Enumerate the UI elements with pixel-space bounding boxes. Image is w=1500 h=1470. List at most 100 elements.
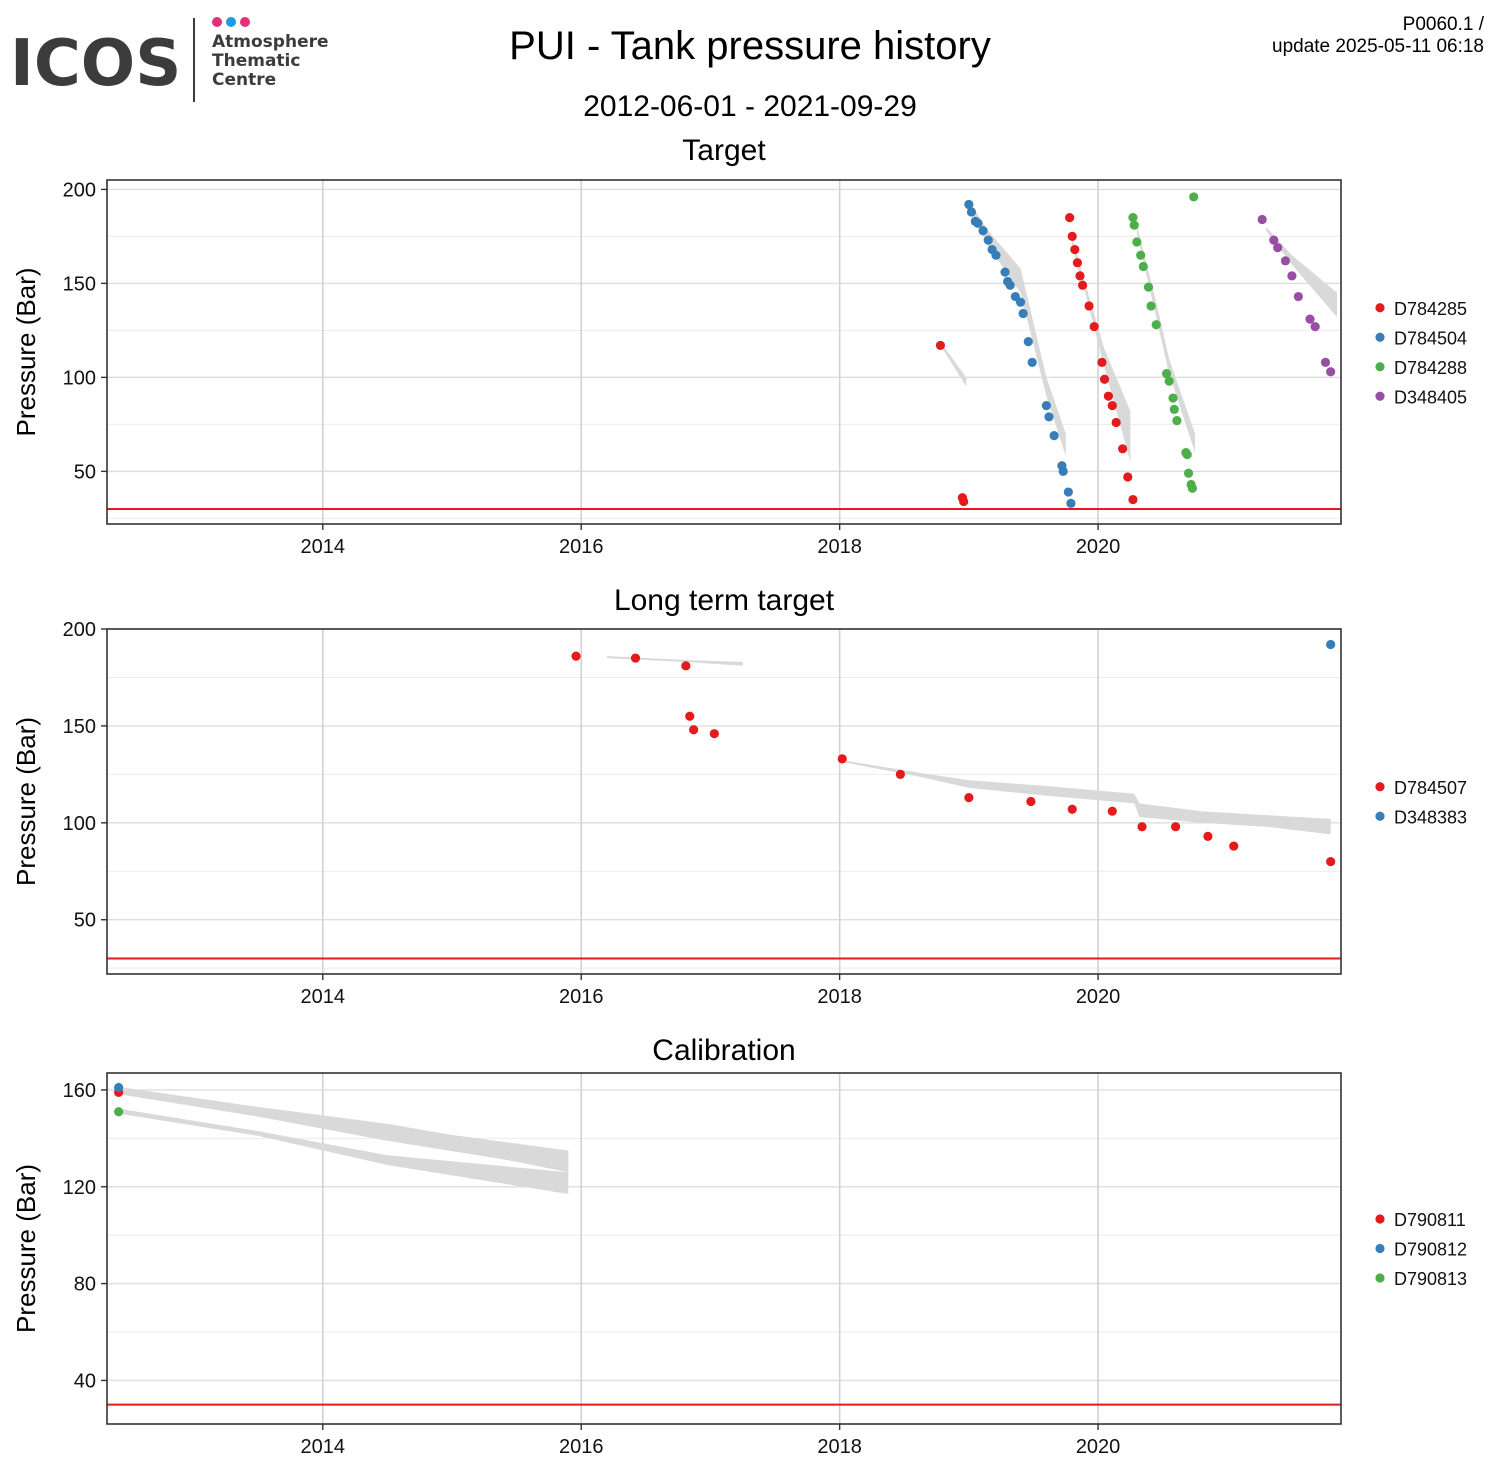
y-axis-label: Pressure (Bar) bbox=[11, 717, 41, 886]
y-tick-label: 120 bbox=[63, 1177, 96, 1199]
x-tick-label: 2016 bbox=[559, 1436, 604, 1458]
chart-title: Long term target bbox=[614, 584, 835, 617]
data-point bbox=[1280, 256, 1291, 266]
plot-frame bbox=[106, 1072, 1342, 1425]
y-tick-label: 100 bbox=[63, 813, 96, 835]
legend-label: D790812 bbox=[1394, 1240, 1467, 1260]
data-point bbox=[1183, 468, 1194, 478]
data-point bbox=[1310, 322, 1320, 332]
data-point bbox=[1063, 487, 1073, 497]
legend-label: D784285 bbox=[1394, 299, 1467, 319]
data-point bbox=[1326, 856, 1336, 867]
y-axis-label: Pressure (Bar) bbox=[11, 1164, 41, 1333]
data-point bbox=[709, 729, 719, 739]
x-tick-label: 2018 bbox=[817, 986, 862, 1008]
data-point bbox=[1067, 804, 1077, 814]
y-tick-label: 40 bbox=[74, 1370, 96, 1392]
data-point bbox=[1164, 376, 1174, 386]
y-tick-label: 160 bbox=[63, 1080, 96, 1102]
data-point bbox=[1287, 271, 1297, 281]
y-tick-label: 200 bbox=[63, 179, 96, 201]
pressure-range-band bbox=[1072, 236, 1131, 462]
data-point bbox=[571, 651, 581, 661]
data-point bbox=[1041, 400, 1051, 411]
data-point bbox=[114, 1082, 124, 1093]
data-point bbox=[1075, 271, 1085, 281]
data-point bbox=[991, 250, 1001, 260]
data-point bbox=[1089, 322, 1099, 332]
data-point bbox=[1326, 639, 1336, 650]
data-point bbox=[1005, 280, 1015, 290]
x-tick-label: 2016 bbox=[559, 536, 604, 558]
data-point bbox=[935, 340, 946, 351]
legend-key bbox=[1375, 811, 1385, 821]
data-point bbox=[1084, 301, 1094, 311]
data-point bbox=[964, 199, 974, 210]
logo-line-2: Thematic bbox=[212, 51, 300, 71]
data-point bbox=[1169, 404, 1179, 414]
logo-line-3: Centre bbox=[212, 70, 276, 90]
pressure-range-band bbox=[943, 345, 967, 387]
x-tick-label: 2014 bbox=[301, 536, 346, 558]
legend-label: D348405 bbox=[1394, 387, 1467, 407]
pressure-range-band bbox=[846, 760, 1331, 835]
data-point bbox=[973, 218, 983, 228]
update-timestamp: update 2025-05-11 06:18 bbox=[1272, 36, 1484, 57]
chart-panel-3: Calibration 40 80 120 160 2014 2016 2018 2020 Pre… bbox=[11, 1034, 1467, 1458]
data-point bbox=[1128, 212, 1138, 223]
data-point bbox=[1293, 291, 1303, 302]
data-point bbox=[1269, 235, 1279, 245]
legend-key bbox=[1375, 1243, 1385, 1254]
data-point bbox=[1129, 220, 1139, 230]
data-point bbox=[1320, 357, 1331, 367]
y-tick-label: 80 bbox=[74, 1274, 96, 1296]
data-point bbox=[1065, 212, 1075, 223]
legend-key bbox=[1375, 332, 1385, 342]
y-tick-label: 200 bbox=[63, 619, 96, 641]
data-point bbox=[1182, 449, 1192, 460]
data-point bbox=[895, 769, 905, 779]
data-point bbox=[1172, 416, 1182, 426]
data-point bbox=[1137, 822, 1147, 832]
data-point bbox=[1118, 444, 1128, 454]
data-point bbox=[1326, 367, 1336, 377]
data-point bbox=[1111, 417, 1121, 428]
data-point bbox=[114, 1107, 124, 1117]
legend-label: D790811 bbox=[1394, 1210, 1466, 1230]
date-range: 2012-06-01 - 2021-09-29 bbox=[583, 90, 917, 123]
pressure-range-band bbox=[122, 1087, 569, 1173]
data-point bbox=[1123, 472, 1133, 482]
data-point bbox=[1171, 822, 1181, 832]
data-point bbox=[1143, 282, 1154, 292]
data-point bbox=[1023, 337, 1033, 347]
data-point bbox=[1058, 466, 1068, 476]
x-tick-label: 2014 bbox=[301, 1436, 346, 1458]
data-point bbox=[1136, 250, 1146, 260]
data-point bbox=[1229, 841, 1239, 851]
chart-panel-2: Long term target 50 100 150 200 2014 2016 2018 2… bbox=[11, 584, 1467, 1008]
legend-key bbox=[1375, 362, 1385, 372]
y-tick-label: 150 bbox=[63, 716, 96, 738]
legend-label: D784507 bbox=[1394, 778, 1467, 798]
legend-key bbox=[1375, 782, 1385, 792]
legend-label: D784288 bbox=[1394, 358, 1467, 378]
data-point bbox=[1097, 357, 1107, 367]
data-point bbox=[837, 754, 847, 764]
chart-title: Target bbox=[682, 134, 766, 167]
data-point bbox=[966, 207, 977, 217]
y-tick-label: 50 bbox=[74, 461, 96, 483]
legend-label: D348383 bbox=[1394, 807, 1467, 827]
data-point bbox=[1189, 192, 1199, 202]
logo-line-1: Atmosphere bbox=[212, 32, 329, 52]
data-point bbox=[1151, 320, 1161, 330]
pressure-range-band bbox=[1266, 227, 1338, 318]
data-point bbox=[1257, 214, 1267, 225]
data-point bbox=[689, 725, 699, 735]
chart-panel-1: Target 50 100 150 200 2014 2016 2018 2020 Pressur… bbox=[11, 134, 1467, 558]
data-point bbox=[1018, 308, 1028, 319]
data-point bbox=[1070, 244, 1080, 255]
y-tick-label: 150 bbox=[63, 273, 96, 295]
data-point bbox=[1015, 297, 1026, 307]
product-code: P0060.1 / bbox=[1402, 14, 1484, 35]
data-point bbox=[1026, 796, 1036, 807]
